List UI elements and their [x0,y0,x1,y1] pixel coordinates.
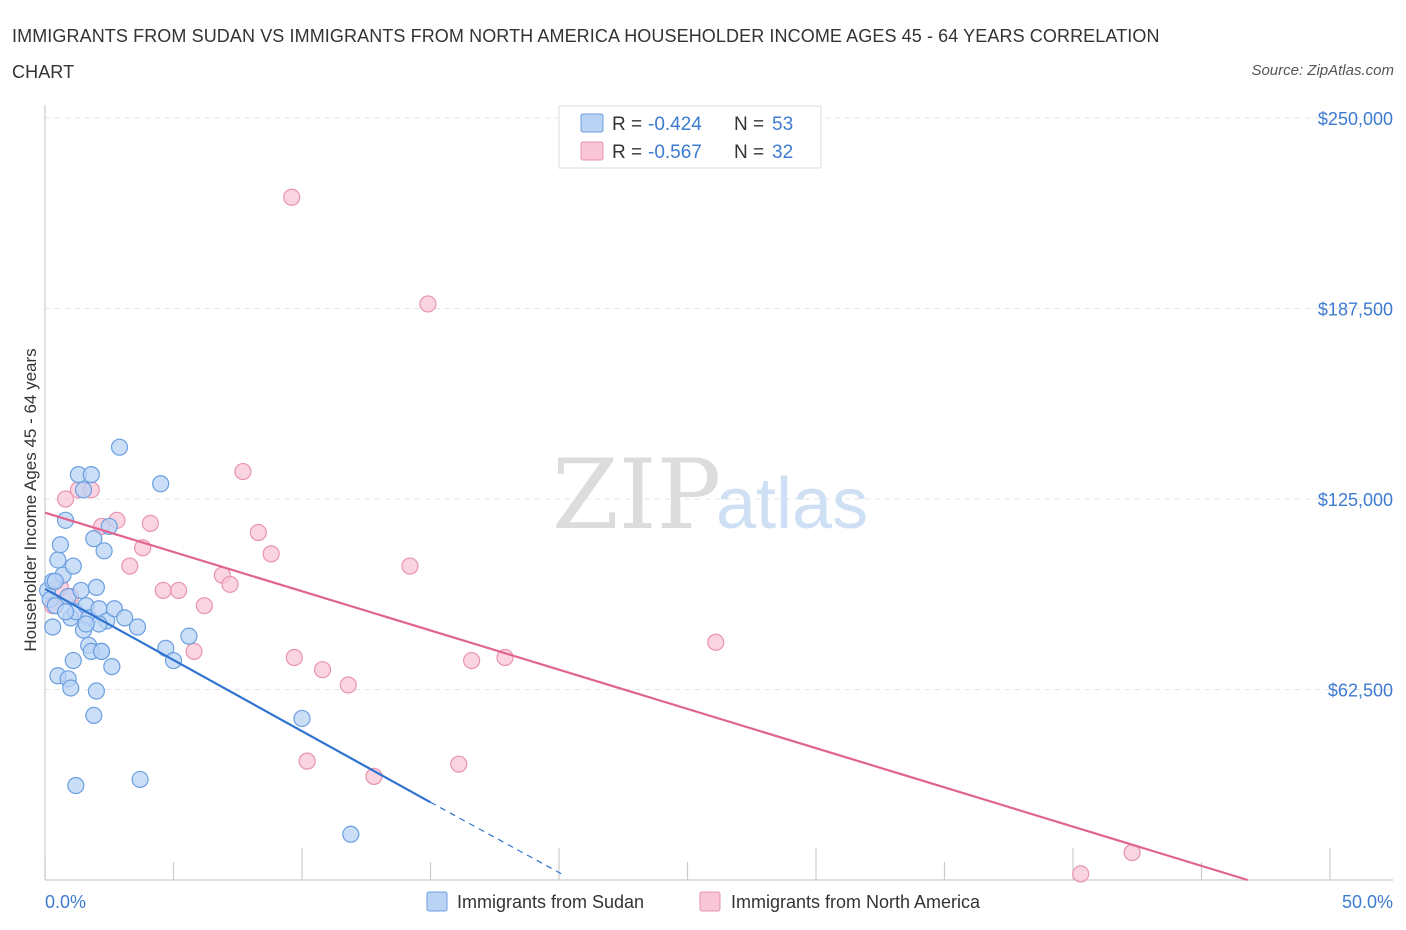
series-sudan-points [38,438,360,843]
bottom-legend-label-north-america: Immigrants from North America [731,892,981,912]
y-tick-label: $250,000 [1318,109,1393,129]
point-sudan [51,536,70,554]
point-north-america [707,633,725,651]
point-north-america [283,188,301,206]
point-north-america [298,752,316,770]
axes [44,105,1393,881]
point-north-america [185,642,203,661]
watermark: ZIP atlas [552,439,868,551]
point-sudan [72,581,90,600]
point-sudan [85,530,103,548]
y-tick-label: $62,500 [1328,681,1393,701]
point-sudan [49,551,67,569]
grid-lines [45,117,1393,690]
point-north-america [195,597,213,615]
trend-line-north-america [44,511,1249,882]
point-north-america [170,581,188,600]
chart-source: Source: ZipAtlas.com [1251,62,1394,79]
chart-title: IMMIGRANTS FROM SUDAN VS IMMIGRANTS FROM… [12,26,1160,82]
point-north-america [121,557,139,575]
point-north-america [1072,865,1090,883]
bottom-legend-label-sudan: Immigrants from Sudan [457,892,644,912]
point-sudan [95,542,113,560]
point-north-america [234,462,252,481]
bottom-legend-swatch-north-america [699,891,721,912]
legend-r-value-north-america: -0.567 [648,142,702,163]
point-sudan [77,615,95,633]
point-north-america [285,648,303,667]
point-north-america [56,490,75,508]
legend-r-label-sudan: R = [612,114,642,135]
legend-n-label-north-america: N = [734,142,764,163]
point-sudan [82,466,100,484]
watermark-atlas: atlas [716,464,868,544]
point-north-america [154,581,172,600]
legend-n-label-sudan: N = [734,114,764,135]
point-sudan [131,770,149,789]
legend-box: R = -0.424 N = 53 R = -0.567 N = 32 [558,105,822,169]
point-sudan [342,825,360,843]
bottom-legend-swatch-sudan [426,891,448,912]
point-sudan [85,706,103,725]
point-north-america [463,651,481,670]
watermark-zip: ZIP [552,439,721,551]
point-sudan [103,658,121,676]
point-sudan [62,679,80,697]
point-north-america [450,755,468,773]
legend-swatch-north-america [580,141,604,161]
point-sudan [152,475,170,493]
trend-line-sudan [44,587,432,804]
point-north-america [339,676,357,694]
trend-lines [44,511,1249,882]
point-sudan [180,627,198,645]
trend-line-sudan-extension [430,801,562,875]
point-north-america [419,295,437,313]
point-sudan [116,609,134,627]
point-sudan [56,603,75,621]
legend-n-value-sudan: 53 [772,114,793,135]
point-north-america [221,575,239,593]
y-tick-label: $187,500 [1318,300,1393,320]
point-sudan [74,481,93,499]
legend-n-value-north-america: 32 [772,142,793,163]
point-north-america [401,557,419,575]
point-sudan [64,651,82,670]
point-north-america [141,514,159,532]
point-sudan [293,709,311,728]
x-tick-label-min: 0.0% [45,892,86,912]
point-north-america [249,523,267,542]
point-sudan [128,618,147,636]
x-tick-label-max: 50.0% [1342,892,1393,912]
point-north-america [262,545,280,563]
legend-swatch-sudan [580,113,604,133]
point-sudan [46,572,64,590]
point-sudan [67,776,85,795]
legend-r-label-north-america: R = [612,142,642,163]
legend-r-value-sudan: -0.424 [648,114,702,135]
y-tick-labels: $62,500 $125,000 $187,500 $250,000 [1318,109,1393,701]
y-axis-label: Householder Income Ages 45 - 64 years [21,348,40,651]
point-sudan [110,438,129,456]
point-sudan [87,578,106,596]
point-north-america [313,661,332,679]
point-sudan [44,618,62,636]
point-sudan [92,642,111,661]
point-sudan [64,557,82,575]
y-tick-label: $125,000 [1318,490,1393,510]
bottom-legend: Immigrants from Sudan Immigrants from No… [426,891,981,912]
point-sudan [87,682,106,700]
